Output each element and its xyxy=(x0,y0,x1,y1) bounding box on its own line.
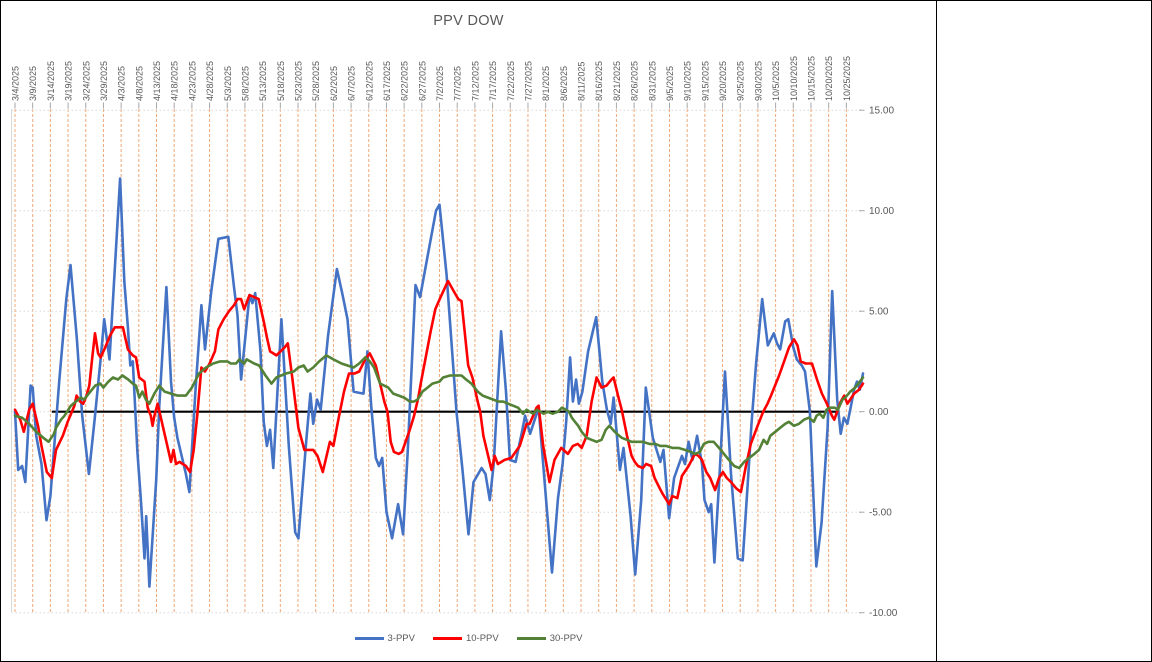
x-axis-label: 3/24/2025 xyxy=(81,61,91,101)
x-axis-label: 7/12/2025 xyxy=(470,61,480,101)
legend-label: 10-PPV xyxy=(465,633,499,644)
series-line-3-ppv[interactable] xyxy=(13,177,865,588)
x-axis-label: 9/25/2025 xyxy=(736,61,746,101)
y-axis-label: 15.00 xyxy=(869,106,894,117)
legend-swatch-30-ppv xyxy=(516,637,546,640)
x-axis-label: 7/7/2025 xyxy=(453,66,463,101)
x-axis-label: 10/25/2025 xyxy=(842,56,852,101)
x-axis-label: 9/5/2025 xyxy=(665,66,675,101)
x-axis-label: 7/17/2025 xyxy=(488,61,498,101)
x-axis-label: 3/14/2025 xyxy=(46,61,56,101)
x-axis-label: 6/27/2025 xyxy=(417,61,427,101)
x-axis-label: 5/13/2025 xyxy=(258,61,268,101)
x-axis-label: 7/27/2025 xyxy=(524,61,534,101)
x-axis-label: 5/28/2025 xyxy=(311,61,321,101)
legend-item-30-ppv[interactable]: 30-PPV xyxy=(516,633,583,644)
x-axis-label: 6/22/2025 xyxy=(400,61,410,101)
x-axis-label: 6/17/2025 xyxy=(382,61,392,101)
x-axis-label: 6/7/2025 xyxy=(347,66,357,101)
x-axis-label: 5/8/2025 xyxy=(241,66,251,101)
x-axis-label: 9/10/2025 xyxy=(683,61,693,101)
legend-label: 3-PPV xyxy=(387,633,415,644)
legend-label: 30-PPV xyxy=(549,633,583,644)
x-axis-label: 5/23/2025 xyxy=(294,61,304,101)
x-axis-label: 8/1/2025 xyxy=(541,66,551,101)
y-axis-label: 0.00 xyxy=(869,407,889,418)
y-axis-label: 10.00 xyxy=(869,206,894,217)
x-axis-label: 6/12/2025 xyxy=(364,61,374,101)
chart-object: PPV DOW 3/4/2025 3/9/2025 3/14/2025 3/19/20… xyxy=(1,1,937,661)
chart-plot-area: 3/4/2025 3/9/2025 3/14/2025 3/19/2025 3/24/2… xyxy=(11,56,898,619)
x-axis-label: 4/13/2025 xyxy=(152,61,162,101)
x-axis-label: 10/15/2025 xyxy=(807,56,817,101)
y-axis-label: 5.00 xyxy=(869,307,889,318)
series-line-30-ppv[interactable] xyxy=(13,354,865,470)
legend-item-10-ppv[interactable]: 10-PPV xyxy=(432,633,499,644)
x-axis-label: 4/8/2025 xyxy=(134,66,144,101)
x-axis-label: 3/19/2025 xyxy=(64,61,74,101)
x-axis-label: 5/3/2025 xyxy=(223,66,233,101)
x-axis-label: 9/20/2025 xyxy=(718,61,728,101)
x-axis-label: 4/23/2025 xyxy=(187,61,197,101)
x-axis-label: 8/16/2025 xyxy=(594,61,604,101)
x-axis-label: 10/10/2025 xyxy=(789,56,799,101)
x-axis-label: 8/11/2025 xyxy=(577,62,587,101)
x-axis-label: 4/28/2025 xyxy=(205,61,215,101)
x-axis-label: 3/4/2025 xyxy=(11,66,21,101)
x-axis-label: 4/18/2025 xyxy=(170,61,180,101)
y-axis-label: -10.00 xyxy=(869,608,898,619)
x-axis-label: 3/9/2025 xyxy=(28,66,38,101)
x-axis-label: 3/29/2025 xyxy=(99,61,109,101)
x-axis-label: 7/22/2025 xyxy=(506,61,516,101)
x-axis-label: 9/15/2025 xyxy=(700,61,710,101)
legend-swatch-3-ppv xyxy=(354,637,384,640)
legend-swatch-10-ppv xyxy=(432,637,462,640)
x-axis-label: 5/18/2025 xyxy=(276,61,286,101)
x-axis-label: 4/3/2025 xyxy=(117,66,127,101)
x-axis-label: 10/5/2025 xyxy=(771,61,781,101)
x-axis-label: 8/21/2025 xyxy=(612,61,622,101)
x-axis-label: 6/2/2025 xyxy=(329,66,339,101)
x-axis-label: 10/20/2025 xyxy=(824,56,834,101)
x-axis-label: 9/30/2025 xyxy=(753,61,763,101)
x-axis-label: 8/31/2025 xyxy=(647,61,657,101)
y-axis-label: -5.00 xyxy=(869,508,892,519)
legend-item-3-ppv[interactable]: 3-PPV xyxy=(354,633,415,644)
x-axis-label: 8/6/2025 xyxy=(559,66,569,101)
chart-title[interactable]: PPV DOW xyxy=(433,13,504,29)
x-axis-label: 8/26/2025 xyxy=(630,61,640,101)
series-line-10-ppv[interactable] xyxy=(13,279,865,506)
chart-legend: 3-PPV 10-PPV 30-PPV xyxy=(1,633,936,644)
x-axis-label: 7/2/2025 xyxy=(435,66,445,101)
